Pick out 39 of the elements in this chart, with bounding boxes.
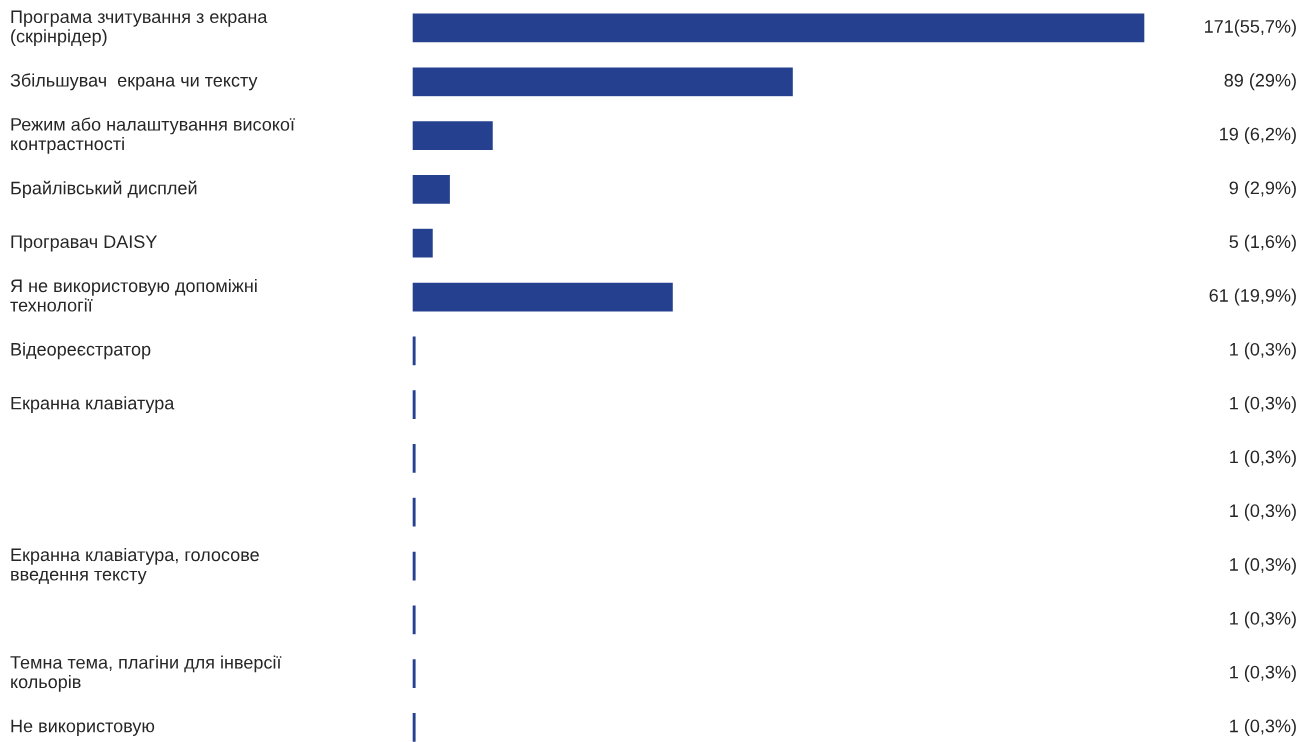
data-label: 1 (0,3%) xyxy=(1230,719,1296,736)
data-label: 9 (2,9%) xyxy=(1229,180,1296,198)
data-label: 1 (0,3%) xyxy=(1230,557,1296,575)
bar xyxy=(412,12,1145,44)
y-tick-label: Брайлівський дисплей xyxy=(11,180,197,198)
bar xyxy=(412,66,795,98)
y-tick-label: Режим або налаштування високої контрастності xyxy=(11,117,295,154)
data-label: 1 (0,3%) xyxy=(1230,611,1296,629)
bar xyxy=(412,335,417,367)
data-label: 171(55,7%) xyxy=(1205,19,1296,37)
bar xyxy=(412,388,417,421)
y-tick-label: Програвач DAISY xyxy=(11,235,157,252)
y-tick-label: Темна тема, плагіни для інверсії кольорів xyxy=(10,655,282,692)
y-tick-label: Екранна клавіатура xyxy=(11,396,175,414)
data-label: 1 (0,3%) xyxy=(1230,342,1296,360)
y-tick-label: Збільшувач екрана чи тексту xyxy=(10,73,258,91)
data-label: 19 (6,2%) xyxy=(1220,127,1296,144)
bar xyxy=(412,496,417,529)
data-label: 5 (1,6%) xyxy=(1229,234,1296,252)
bar xyxy=(412,173,452,206)
data-label: 1 (0,3%) xyxy=(1230,503,1296,521)
data-label: 1 (0,3%) xyxy=(1230,450,1296,467)
data-label: 1 (0,3%) xyxy=(1230,665,1296,683)
bar xyxy=(412,227,435,259)
y-tick-label: Відеореєстратор xyxy=(11,342,151,360)
y-tick-label: Програма зчитування з екрана (скрінрідер) xyxy=(11,10,268,47)
y-tick-label: Я не використовую допоміжні технології xyxy=(10,278,257,312)
bar xyxy=(412,657,417,690)
y-tick-label: Екранна клавіатура, голосове введення тексту xyxy=(11,547,259,585)
bar xyxy=(412,442,417,475)
bar xyxy=(412,119,495,152)
data-label: 1 (0,3%) xyxy=(1230,396,1296,414)
bar xyxy=(412,711,417,742)
bar xyxy=(412,281,675,313)
bar xyxy=(412,550,417,582)
data-label: 89 (29%) xyxy=(1224,73,1296,91)
data-label: 61 (19,9%) xyxy=(1209,288,1296,306)
y-tick-label: Не використовую xyxy=(11,719,155,736)
bar xyxy=(412,604,417,636)
